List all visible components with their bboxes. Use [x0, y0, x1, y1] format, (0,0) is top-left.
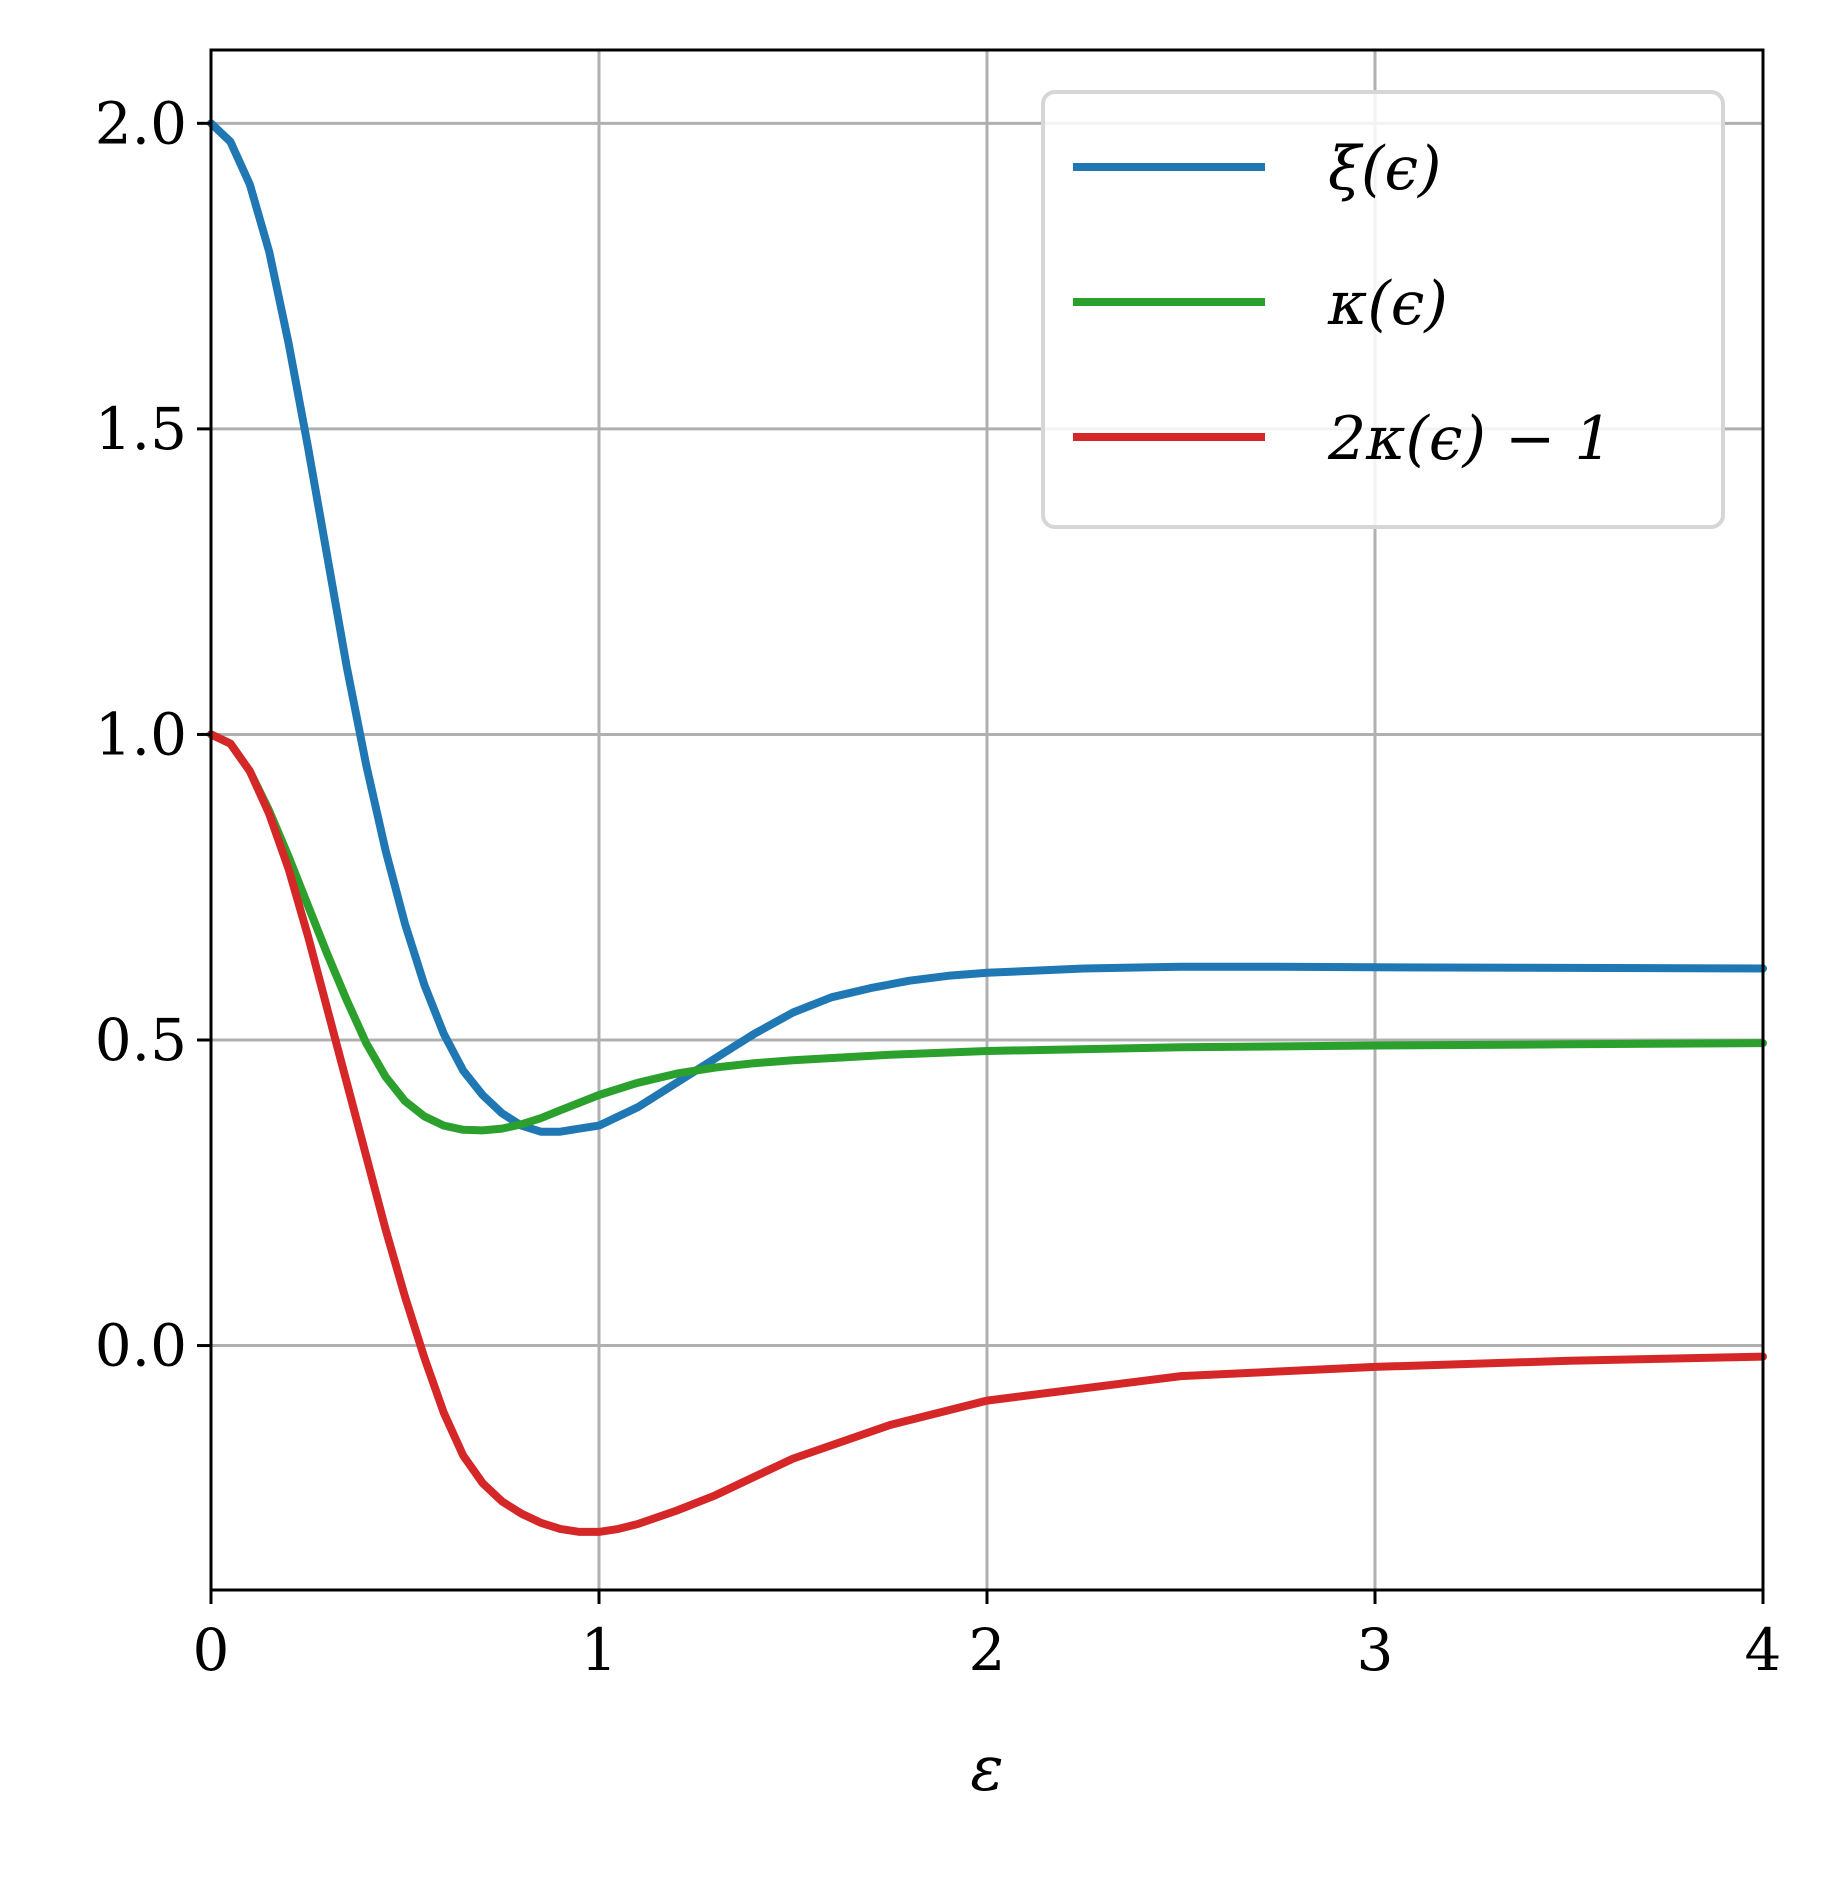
y-tick-label: 2.0 [95, 89, 187, 157]
y-tick-label: 0.0 [95, 1312, 187, 1380]
legend-label-1: ξ(ϵ) [1328, 134, 1441, 204]
legend-label-3: 2κ(ϵ) − 1 [1327, 404, 1613, 474]
series-line-3 [207, 730, 1767, 1536]
legend: ξ(ϵ) κ(ϵ) 2κ(ϵ) − 1 [1041, 90, 1725, 529]
series-line-1 [207, 119, 1767, 1136]
y-tick-label: 0.5 [95, 1006, 187, 1074]
y-tick-label: 1.5 [95, 395, 187, 463]
axis-ticks: 0 1 2 3 4 0.0 0.5 1.0 1.5 2.0 [95, 89, 1782, 1684]
legend-box [1041, 90, 1725, 529]
x-tick-label: 1 [581, 1616, 618, 1684]
x-tick-label: 2 [969, 1616, 1006, 1684]
legend-label-2: κ(ϵ) [1327, 269, 1448, 339]
x-tick-label: 0 [193, 1616, 230, 1684]
x-tick-label: 3 [1357, 1616, 1394, 1684]
x-axis-label: ε [970, 1732, 1003, 1805]
series-line-2 [207, 730, 1767, 1135]
x-tick-label: 4 [1745, 1616, 1782, 1684]
series-lines [207, 119, 1767, 1536]
y-tick-label: 1.0 [95, 700, 187, 768]
